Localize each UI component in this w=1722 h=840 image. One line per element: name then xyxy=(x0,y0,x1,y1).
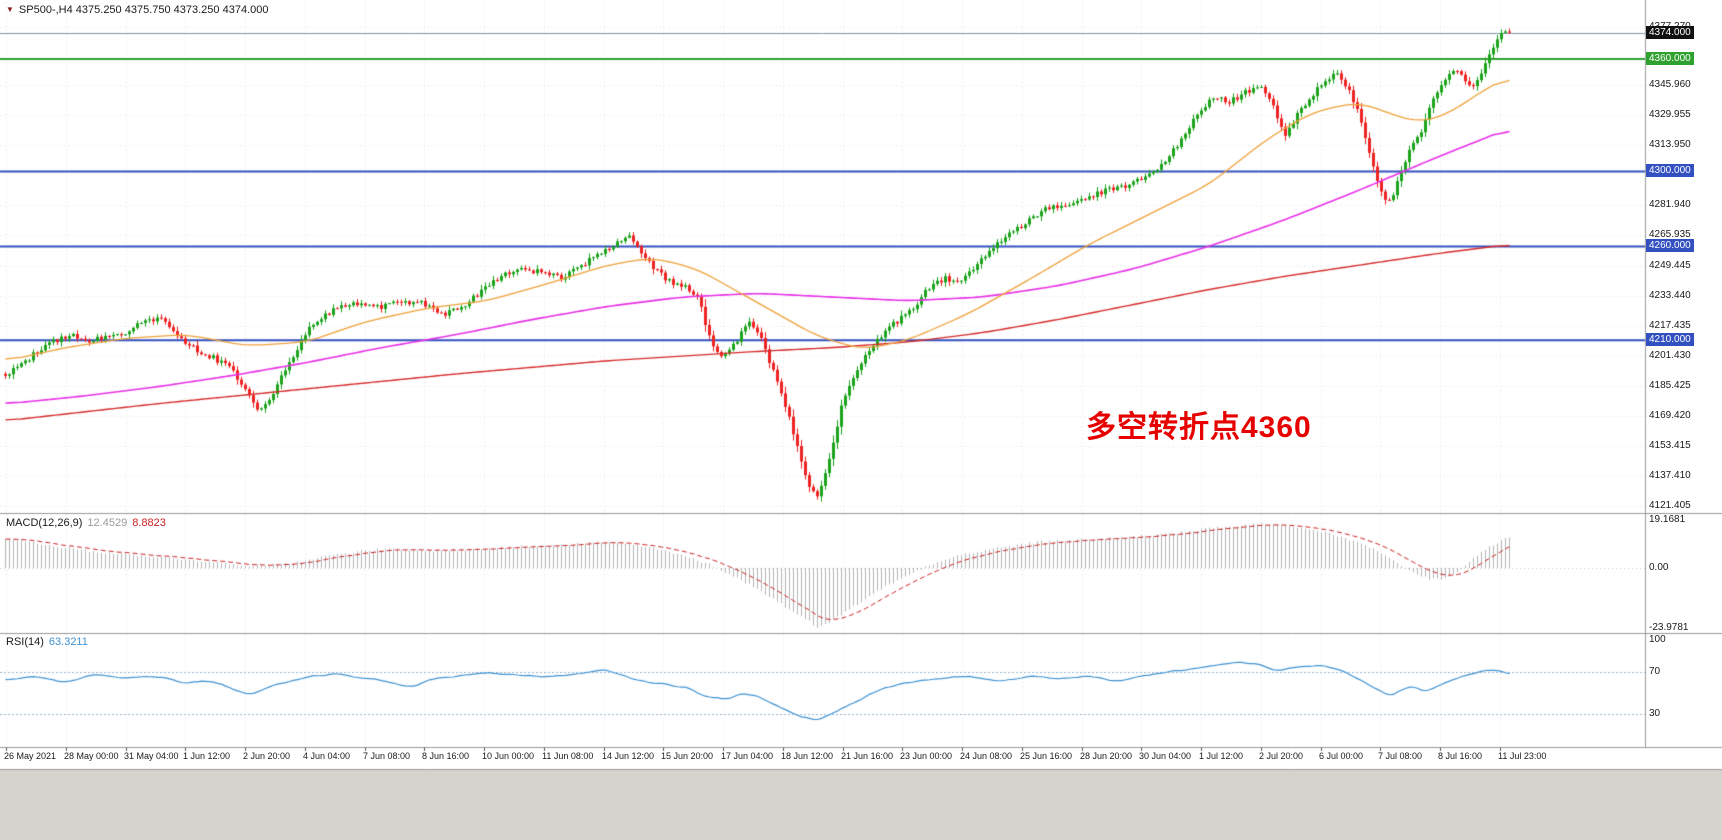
time-axis-label[interactable]: 6 Jul 00:00 xyxy=(1319,751,1364,761)
price-axis-label: 4313.950 xyxy=(1649,139,1691,150)
time-axis-label[interactable]: 7 Jun 08:00 xyxy=(363,751,411,761)
price-axis-label: 4201.430 xyxy=(1649,350,1691,361)
level-price-tag: 4210.000 xyxy=(1646,333,1694,346)
macd-axis-label: 19.1681 xyxy=(1649,514,1686,525)
price-axis-label: 4249.445 xyxy=(1649,260,1691,271)
rsi-axis-label: 30 xyxy=(1649,708,1661,719)
rsi-axis-label: 70 xyxy=(1649,666,1661,677)
time-axis-label[interactable]: 10 Jun 00:00 xyxy=(482,751,535,761)
time-axis-label[interactable]: 7 Jul 08:00 xyxy=(1378,751,1423,761)
time-axis-label[interactable]: 2 Jul 20:00 xyxy=(1259,751,1304,761)
time-axis-label[interactable]: 1 Jun 12:00 xyxy=(183,751,231,761)
rsi-value: 63.3211 xyxy=(48,636,88,648)
time-axis-label[interactable]: 1 Jul 12:00 xyxy=(1199,751,1244,761)
macd-label-name: MACD(12,26,9) xyxy=(6,517,83,529)
time-axis-label[interactable]: 2 Jun 20:00 xyxy=(243,751,291,761)
price-axis-label: 4329.955 xyxy=(1649,109,1691,120)
time-axis-label[interactable]: 8 Jun 16:00 xyxy=(422,751,470,761)
rsi-indicator-label: RSI(14) 63.3211 xyxy=(6,636,88,648)
symbol-info: ▼ SP500-,H4 4375.250 4375.750 4373.250 43… xyxy=(6,4,268,16)
time-axis-label[interactable]: 21 Jun 16:00 xyxy=(841,751,894,761)
annotation-text: 多空转折点4360 xyxy=(1086,411,1312,444)
macd-indicator-label: MACD(12,26,9) 12.4529 8.8823 xyxy=(6,517,166,529)
time-axis-label[interactable]: 26 May 2021 xyxy=(4,751,57,761)
rsi-axis-label: 100 xyxy=(1649,634,1666,645)
time-axis-label[interactable]: 30 Jun 04:00 xyxy=(1139,751,1192,761)
price-axis-label: 4233.440 xyxy=(1649,290,1691,301)
macd-value-signal: 8.8823 xyxy=(132,517,166,529)
time-axis-label[interactable]: 4 Jun 04:00 xyxy=(303,751,351,761)
time-axis-label[interactable]: 28 Jun 20:00 xyxy=(1080,751,1133,761)
time-axis-label[interactable]: 17 Jun 04:00 xyxy=(721,751,774,761)
level-price-tag: 4260.000 xyxy=(1646,239,1694,252)
price-axis-label: 4185.425 xyxy=(1649,380,1691,391)
price-axis-label: 4169.420 xyxy=(1649,410,1691,421)
price-axis-label: 4345.960 xyxy=(1649,79,1691,90)
macd-axis-label: -23.9781 xyxy=(1649,622,1689,633)
symbol-ohlc-text: SP500-,H4 4375.250 4375.750 4373.250 437… xyxy=(18,4,269,16)
macd-axis-label: 0.00 xyxy=(1649,562,1669,573)
price-axis-label: 4281.940 xyxy=(1649,199,1691,210)
time-axis-label[interactable]: 11 Jun 08:00 xyxy=(542,751,594,761)
symbol-dropdown-icon[interactable]: ▼ xyxy=(6,5,14,14)
level-price-tag: 4300.000 xyxy=(1646,164,1694,177)
time-axis-label[interactable]: 15 Jun 20:00 xyxy=(661,751,714,761)
time-axis-label[interactable]: 23 Jun 00:00 xyxy=(900,751,953,761)
price-axis-label: 4153.415 xyxy=(1649,440,1691,451)
time-axis-label[interactable]: 28 May 00:00 xyxy=(64,751,119,761)
time-axis-label[interactable]: 25 Jun 16:00 xyxy=(1020,751,1073,761)
price-axis-label: 4217.435 xyxy=(1649,320,1691,331)
level-price-tag: 4360.000 xyxy=(1646,52,1694,65)
current-price-tag: 4374.000 xyxy=(1646,26,1694,39)
price-axis-label: 4121.405 xyxy=(1649,500,1691,511)
time-axis-label[interactable]: 11 Jul 23:00 xyxy=(1498,751,1547,761)
time-axis-label[interactable]: 8 Jul 16:00 xyxy=(1438,751,1483,761)
macd-value-main: 12.4529 xyxy=(87,517,128,529)
time-axis-label[interactable]: 18 Jun 12:00 xyxy=(781,751,834,761)
rsi-label-name: RSI(14) xyxy=(6,636,44,648)
time-axis-label[interactable]: 14 Jun 12:00 xyxy=(602,751,655,761)
time-axis-label[interactable]: 31 May 04:00 xyxy=(124,751,179,761)
time-axis-label[interactable]: 24 Jun 08:00 xyxy=(960,751,1013,761)
price-axis-label: 4137.410 xyxy=(1649,470,1691,481)
price-axis-label: 4265.935 xyxy=(1649,229,1691,240)
